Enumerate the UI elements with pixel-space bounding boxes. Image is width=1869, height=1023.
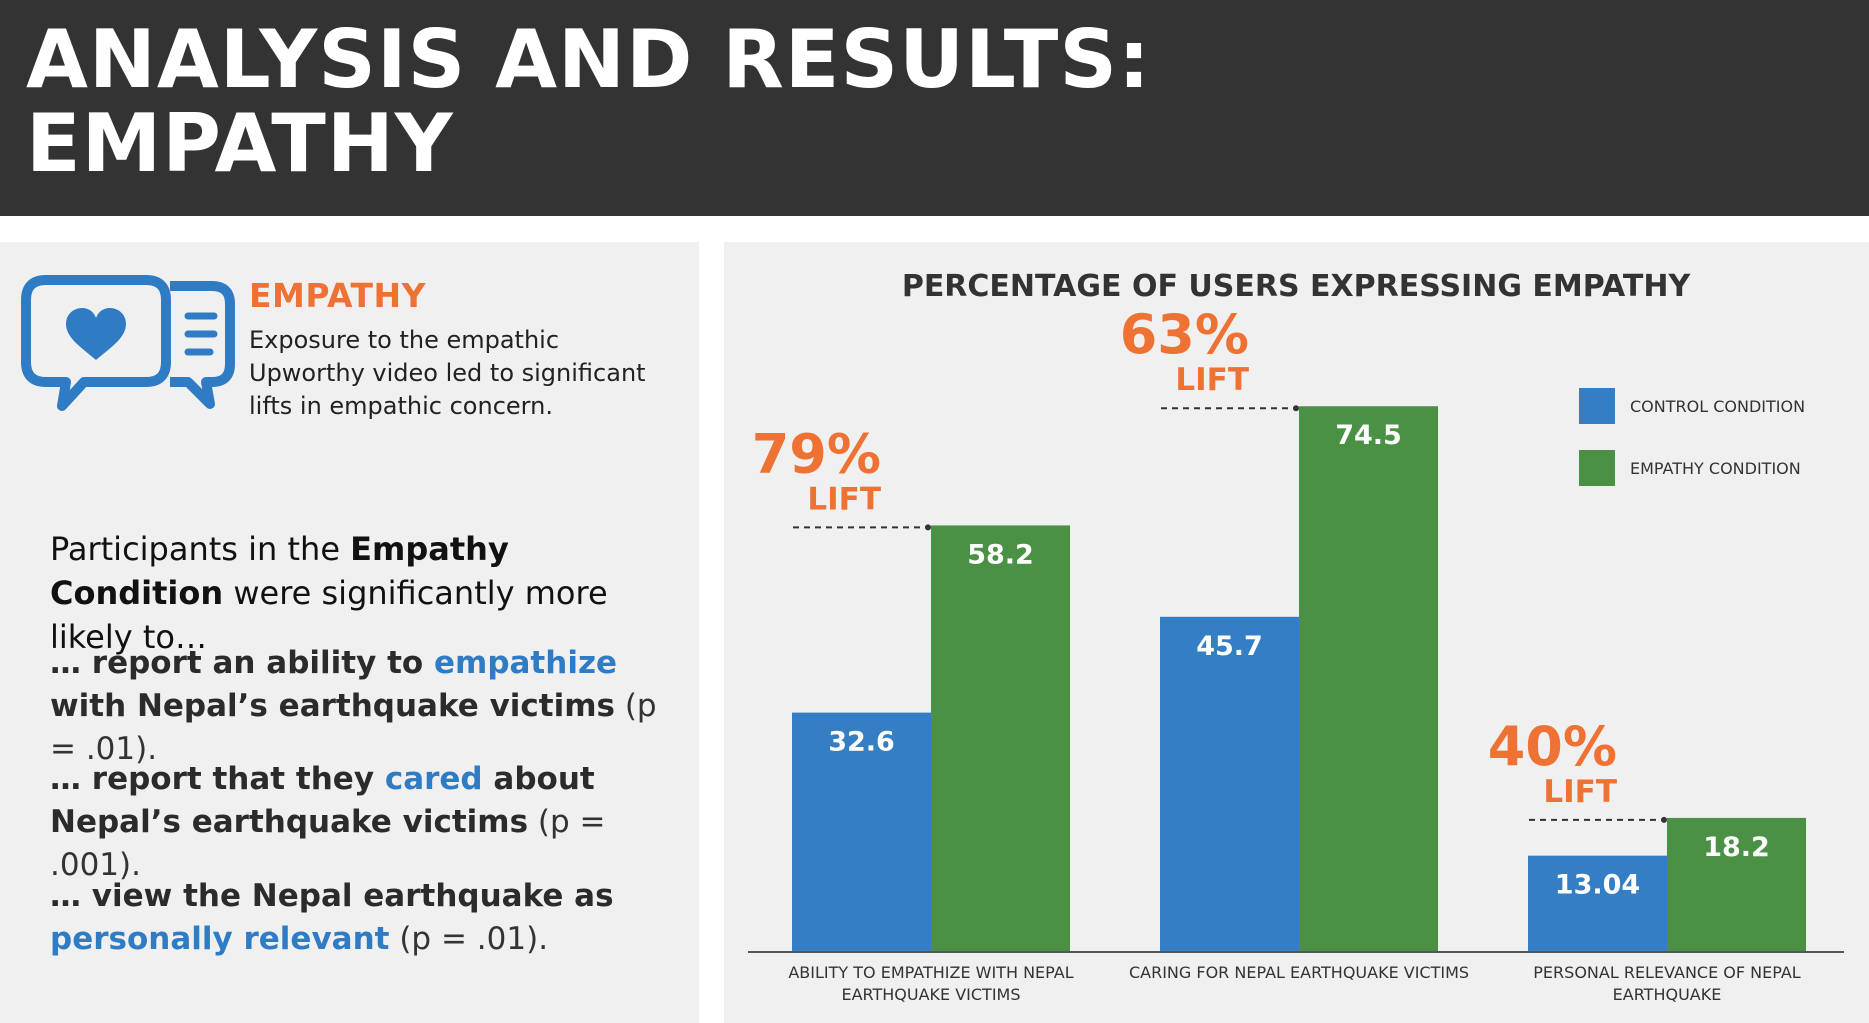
- legend-label: EMPATHY CONDITION: [1630, 459, 1801, 478]
- intro-bold: Empathy Condition: [50, 530, 509, 612]
- lift-line-dot: [1661, 816, 1667, 823]
- lift-percent: 63%: [1120, 303, 1249, 366]
- intro-prefix: Participants in the: [50, 530, 351, 568]
- finding-p-value: (p = .01).: [50, 688, 657, 767]
- bar-value-label: 74.5: [1335, 420, 1402, 451]
- lift-word: LIFT: [807, 481, 881, 517]
- intro-suffix: were significantly more likely to…: [50, 574, 608, 656]
- finding-highlight: personally relevant: [50, 921, 390, 957]
- chat-bubbles-heart-icon: [21, 275, 235, 411]
- legend-swatch-control: [1579, 388, 1615, 424]
- finding-highlight: cared: [384, 761, 483, 797]
- bar-value-label: 13.04: [1555, 870, 1640, 901]
- control-bar: [1528, 855, 1667, 951]
- page-title-line1: ANALYSIS AND RESULTS:: [26, 13, 1151, 106]
- finding-text: … report an ability to: [50, 645, 434, 681]
- lift-percent: 40%: [1488, 715, 1617, 778]
- lift-line-dot: [925, 524, 931, 531]
- empathy-description: Exposure to the empathic Upworthy video …: [249, 326, 646, 420]
- lift-percent: 79%: [752, 422, 881, 485]
- category-label: EARTHQUAKE VICTIMS: [841, 985, 1020, 1004]
- finding-highlight: empathize: [434, 645, 618, 681]
- bar-value-label: 58.2: [967, 539, 1034, 570]
- page-header: ANALYSIS AND RESULTS: EMPATHY: [0, 0, 1869, 216]
- bar-chart: PERCENTAGE OF USERS EXPRESSING EMPATHY 32…: [748, 269, 1844, 1004]
- bar-value-label: 32.6: [828, 727, 895, 758]
- bar-value-label: 18.2: [1703, 832, 1770, 863]
- lift-line-dot: [1293, 405, 1299, 412]
- finding-text: about Nepal’s earthquake victims: [50, 761, 595, 840]
- control-bar: [792, 712, 931, 951]
- summary-panel: EMPATHY Exposure to the empathic Upworth…: [0, 242, 699, 1023]
- empathy-bar: [1667, 817, 1806, 951]
- finding-text: … view the Nepal earthquake as: [50, 878, 614, 914]
- category-label: CARING FOR NEPAL EARTHQUAKE VICTIMS: [1129, 963, 1469, 982]
- empathy-bar: [1299, 406, 1438, 951]
- empathy-bar: [931, 525, 1070, 951]
- category-label: PERSONAL RELEVANCE OF NEPAL: [1533, 963, 1801, 982]
- chart-panel: PERCENTAGE OF USERS EXPRESSING EMPATHY 32…: [724, 242, 1869, 1023]
- empathy-heading: EMPATHY: [249, 276, 427, 315]
- lift-word: LIFT: [1543, 774, 1617, 810]
- control-bar: [1160, 616, 1299, 951]
- category-label: ABILITY TO EMPATHIZE WITH NEPAL: [788, 963, 1073, 982]
- lift-word: LIFT: [1175, 362, 1249, 398]
- bar-value-label: 45.7: [1196, 631, 1263, 662]
- finding-text: with Nepal’s earthquake victims: [50, 688, 615, 724]
- finding-p-value: (p = .01).: [389, 921, 549, 957]
- finding-text: … report that they: [50, 761, 385, 797]
- finding-empathize: … report an ability to empathize with Ne…: [50, 642, 690, 771]
- legend-swatch-empathy: [1579, 450, 1615, 486]
- legend-label: CONTROL CONDITION: [1630, 397, 1805, 416]
- page-title: ANALYSIS AND RESULTS: EMPATHY: [26, 18, 1151, 186]
- chart-title: PERCENTAGE OF USERS EXPRESSING EMPATHY: [902, 269, 1692, 304]
- category-label: EARTHQUAKE: [1613, 985, 1722, 1004]
- page-title-line2: EMPATHY: [26, 97, 454, 190]
- finding-relevant: … view the Nepal earthquake as personall…: [50, 875, 690, 961]
- finding-cared: … report that they cared about Nepal’s e…: [50, 758, 690, 887]
- finding-p-value: (p = .001).: [50, 804, 606, 883]
- intro-text: Participants in the Empathy Condition we…: [50, 527, 680, 659]
